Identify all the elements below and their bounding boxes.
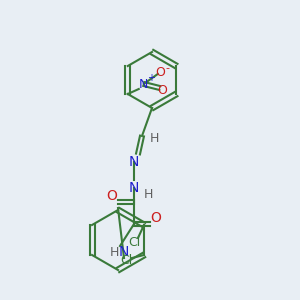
Text: N: N [129, 155, 139, 169]
Text: O: O [106, 189, 117, 203]
Text: O: O [151, 211, 161, 225]
Text: N: N [119, 245, 129, 259]
Text: H: H [149, 131, 159, 145]
Text: N: N [129, 181, 139, 195]
Text: Cl: Cl [128, 236, 140, 250]
Text: Cl: Cl [120, 254, 132, 266]
Text: -: - [166, 63, 170, 73]
Text: H: H [109, 245, 119, 259]
Text: +: + [147, 73, 155, 83]
Text: O: O [157, 83, 167, 97]
Text: N: N [139, 77, 148, 91]
Text: H: H [143, 188, 153, 200]
Text: O: O [155, 65, 165, 79]
